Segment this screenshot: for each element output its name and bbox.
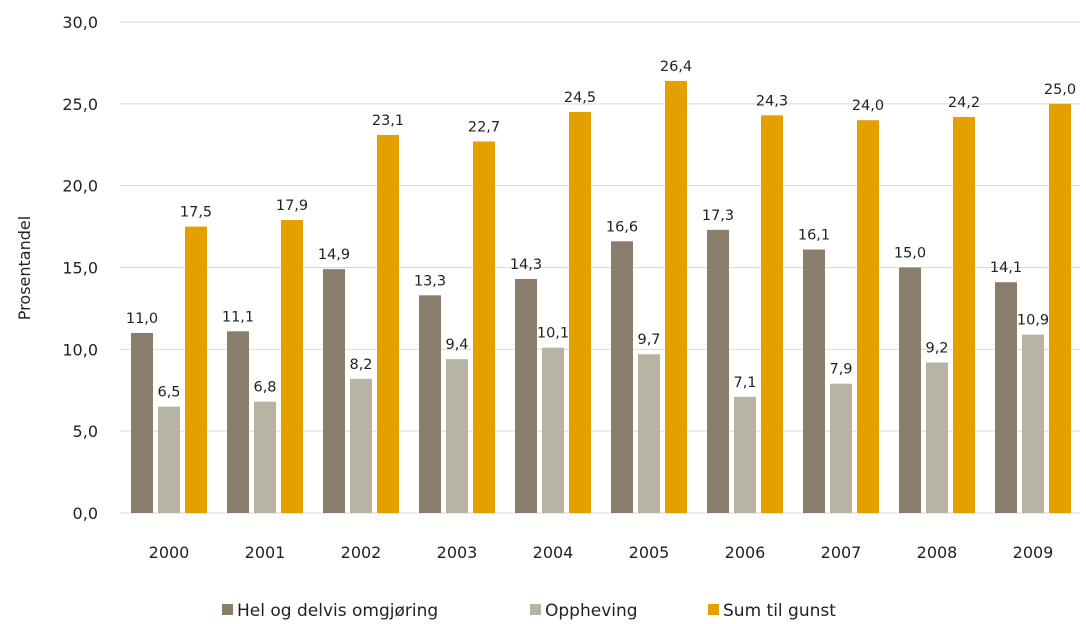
x-tick-label: 2002 <box>341 543 382 562</box>
x-tick-label: 2003 <box>437 543 478 562</box>
bar <box>158 406 180 513</box>
bar <box>350 378 372 513</box>
data-label: 17,3 <box>702 208 734 224</box>
data-label: 24,5 <box>564 90 596 106</box>
bar <box>473 141 495 513</box>
y-tick-label: 30,0 <box>62 13 98 32</box>
bar <box>542 347 564 513</box>
bar <box>899 267 921 513</box>
legend-swatch <box>222 604 233 615</box>
y-tick-label: 15,0 <box>62 259 98 278</box>
data-label: 24,2 <box>948 95 980 111</box>
data-label: 17,5 <box>180 205 212 221</box>
bar <box>707 229 729 513</box>
legend-swatch <box>530 604 541 615</box>
data-label: 16,6 <box>606 219 638 235</box>
data-label: 24,0 <box>852 98 884 114</box>
x-tick-label: 2007 <box>821 543 862 562</box>
bar <box>857 120 879 513</box>
data-label: 13,3 <box>414 273 446 289</box>
data-label: 14,9 <box>318 247 350 263</box>
legend-label: Sum til gunst <box>723 601 836 621</box>
bar <box>734 396 756 513</box>
data-label: 26,4 <box>660 59 692 75</box>
x-tick-label: 2008 <box>917 543 958 562</box>
bar <box>1049 103 1071 513</box>
bar <box>761 115 783 513</box>
bar <box>281 220 303 513</box>
x-tick-label: 2000 <box>149 543 190 562</box>
data-label: 11,1 <box>222 309 254 325</box>
data-label: 23,1 <box>372 113 404 129</box>
bar <box>569 112 591 514</box>
bar <box>185 226 207 514</box>
y-axis-ticks: 0,0 5,0 10,0 15,0 20,0 25,0 30,0 <box>62 13 98 523</box>
data-label: 14,1 <box>990 260 1022 276</box>
bar <box>926 362 948 513</box>
data-label: 10,1 <box>537 326 569 342</box>
y-tick-label: 10,0 <box>62 340 98 359</box>
legend-label: Hel og delvis omgjøring <box>237 601 438 621</box>
data-label: 22,7 <box>468 119 500 135</box>
bar <box>254 401 276 513</box>
data-label: 6,8 <box>253 380 276 396</box>
bar <box>1022 334 1044 513</box>
data-label: 14,3 <box>510 257 542 273</box>
data-label: 11,0 <box>126 311 158 327</box>
data-labels: 11,0 6,5 17,5 11,1 6,8 17,9 14,9 8,2 23,1 13,3 9,4… <box>126 59 1076 401</box>
data-label: 9,7 <box>637 332 660 348</box>
data-label: 16,1 <box>798 227 830 243</box>
y-axis-title: Prosentandel <box>15 216 34 320</box>
x-tick-label: 2005 <box>629 543 670 562</box>
bars <box>131 80 1071 514</box>
data-label: 7,9 <box>829 362 852 378</box>
bar <box>515 278 537 513</box>
x-tick-label: 2006 <box>725 543 766 562</box>
bar <box>995 282 1017 513</box>
bar <box>665 80 687 514</box>
bar <box>446 359 468 513</box>
bar <box>227 331 249 513</box>
data-label: 15,0 <box>894 246 926 262</box>
bar <box>953 116 975 513</box>
data-label: 8,2 <box>349 357 372 373</box>
bar <box>131 332 153 513</box>
data-label: 9,2 <box>925 340 948 356</box>
y-tick-label: 20,0 <box>62 177 98 196</box>
data-label: 10,9 <box>1017 313 1049 329</box>
y-tick-label: 5,0 <box>73 422 98 441</box>
bar <box>377 134 399 513</box>
x-tick-label: 2009 <box>1013 543 1054 562</box>
legend-swatch <box>708 604 719 615</box>
data-label: 7,1 <box>733 375 756 391</box>
bar <box>323 269 345 513</box>
x-axis-ticks: 2000 2001 2002 2003 2004 2005 2006 2007 2008 2009 <box>149 543 1054 562</box>
x-tick-label: 2004 <box>533 543 574 562</box>
data-label: 17,9 <box>276 198 308 214</box>
y-tick-label: 25,0 <box>62 95 98 114</box>
legend: Hel og delvis omgjøring Oppheving Sum til … <box>222 601 836 621</box>
y-tick-label: 0,0 <box>73 504 98 523</box>
legend-label: Oppheving <box>545 601 638 621</box>
bar <box>611 241 633 513</box>
data-label: 25,0 <box>1044 82 1076 98</box>
bar <box>803 249 825 513</box>
bar <box>830 383 852 513</box>
gridlines <box>120 21 1080 514</box>
data-label: 24,3 <box>756 93 788 109</box>
x-tick-label: 2001 <box>245 543 286 562</box>
bar <box>638 354 660 513</box>
data-label: 9,4 <box>445 337 468 353</box>
bar <box>419 295 441 513</box>
data-label: 6,5 <box>157 385 180 401</box>
